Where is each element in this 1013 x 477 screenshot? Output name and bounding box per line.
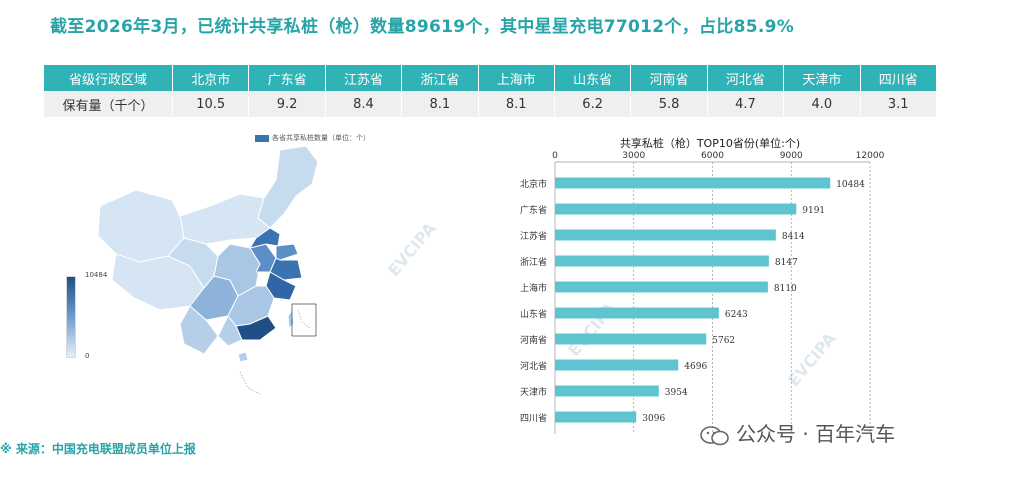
data-label-1: 9191 [802,206,825,216]
category-label-7: 河北省 [520,360,547,372]
data-label-4: 8110 [774,284,797,294]
x-tick-label-1: 3000 [622,151,645,161]
data-label-6: 5762 [712,336,735,346]
map-legend-swatch [255,134,269,142]
category-label-1: 广东省 [520,204,547,216]
bar-0 [555,177,831,189]
map-south-sea-islands [239,309,311,395]
table-value-0: 10.5 [172,91,250,117]
table-province-2: 江苏省 [325,65,403,91]
chart-title: 共享私桩（枪）TOP10省份(单位:个) [620,136,800,150]
bar-6 [555,333,707,345]
table-header-label: 省级行政区域 [44,65,173,91]
category-label-0: 北京市 [520,178,547,190]
bar-9 [555,411,637,423]
x-tick-label-4: 12000 [856,151,885,161]
table-value-3: 8.1 [401,91,479,117]
table-province-5: 山东省 [554,65,632,91]
table-province-9: 四川省 [860,65,938,91]
map-legend-label: 各省共享私桩数量（单位：个） [272,134,370,142]
table-province-8: 天津市 [783,65,861,91]
category-label-8: 天津市 [520,386,547,398]
table-province-3: 浙江省 [401,65,479,91]
wechat-watermark: 公众号 · 百年汽车 [700,418,895,447]
table-value-2: 8.4 [325,91,403,117]
china-choropleth-map [97,145,319,395]
table-province-0: 北京市 [172,65,250,91]
x-tick-label-3: 9000 [780,151,803,161]
category-label-2: 江苏省 [520,230,547,242]
map-scale-max: 10484 [85,271,108,279]
map-region-hainan [237,351,249,363]
map-region-xinjiang [97,189,185,263]
table-province-1: 广东省 [248,65,326,91]
wechat-icon [700,425,729,445]
table-value-6: 5.8 [630,91,708,117]
bar-4 [555,281,768,293]
bar-5 [555,307,719,319]
category-label-4: 上海市 [520,282,547,294]
data-label-9: 3096 [642,414,665,424]
watermark-1: EVCIPA [384,219,440,280]
x-tick-label-0: 0 [552,151,558,161]
table-value-4: 8.1 [478,91,555,117]
data-label-3: 8147 [775,258,798,268]
table-value-5: 6.2 [554,91,632,117]
data-label-0: 10484 [836,180,865,190]
top10-bar-chart: 共享私桩（枪）TOP10省份(单位:个) 0 3000 6000 9000 12000 … [520,136,885,434]
table-value-9: 3.1 [860,91,938,117]
table-row-label: 保有量（千个） [44,91,173,117]
table-header-row: 省级行政区域 北京市 广东省 江苏省 浙江省 上海市 山东省 河南省 河北省 天津市 四川省 [44,65,938,91]
wechat-label: 公众号 · 百年汽车 [736,422,896,446]
table-value-8: 4.0 [783,91,861,117]
map-region-inner-mongolia [179,193,271,245]
category-label-3: 浙江省 [520,256,547,268]
map-region-shandong [275,243,299,261]
data-label-8: 3954 [665,388,688,398]
table-value-7: 4.7 [707,91,785,117]
category-label-9: 四川省 [520,412,547,424]
bar-3 [555,255,769,267]
data-label-7: 4696 [684,362,707,372]
map-south-sea-inset [291,303,317,337]
table-value-1: 9.2 [248,91,326,117]
map-scale-min: 0 [85,352,90,360]
bar-8 [555,385,659,397]
category-label-5: 山东省 [520,308,547,320]
data-label-5: 6243 [725,310,748,320]
headline: 截至2026年3月，已统计共享私桩（枪）数量89619个，其中星星充电77012… [50,17,795,37]
map-region-taiwan [287,308,295,329]
map-region-guangxi [217,315,243,347]
table-province-6: 河南省 [630,65,708,91]
data-label-2: 8414 [782,232,805,242]
source-footnote: ※ 来源：中国充电联盟成员单位上报 [0,442,196,456]
map-color-scale [66,276,76,358]
map-region-northeast [257,145,319,229]
table-province-7: 河北省 [707,65,785,91]
category-label-6: 河南省 [520,334,547,346]
table-value-row: 保有量（千个） 10.5 9.2 8.4 8.1 8.1 6.2 5.8 4.7 4.0 3.1 [44,91,938,117]
map-legend: 各省共享私桩数量（单位：个） [255,133,370,143]
bar-1 [555,203,797,215]
province-table: 省级行政区域 北京市 广东省 江苏省 浙江省 上海市 山东省 河南省 河北省 天津市 四川省 保有… [44,65,938,117]
map-region-yunnan [179,305,219,355]
bar-2 [555,229,776,241]
bar-7 [555,359,679,371]
table-province-4: 上海市 [478,65,555,91]
x-tick-label-2: 6000 [701,151,724,161]
